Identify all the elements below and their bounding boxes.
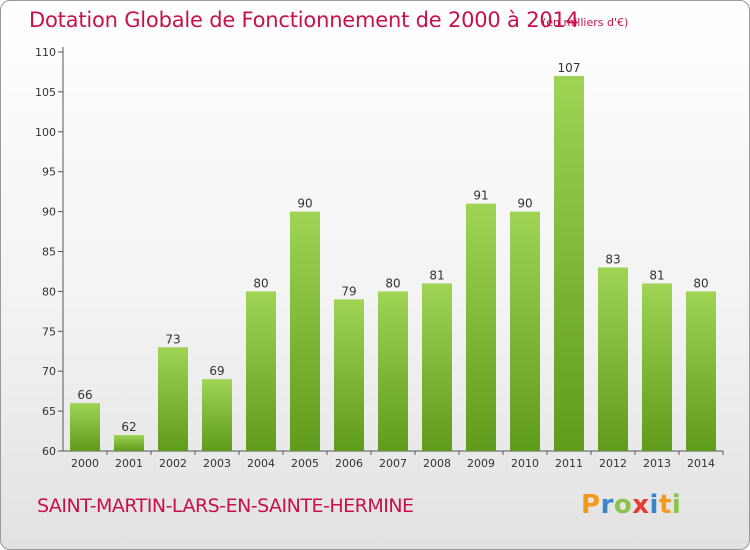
- bar-value-label: 73: [165, 332, 180, 346]
- x-tick-label: 2010: [511, 457, 539, 470]
- y-tick-label: 70: [42, 365, 56, 378]
- bar: [334, 299, 364, 451]
- bar-value-label: 91: [473, 189, 488, 203]
- logo-letter: P: [581, 490, 601, 520]
- bar-value-label: 81: [429, 268, 444, 282]
- bar: [422, 283, 452, 451]
- bar-value-label: 69: [209, 364, 224, 378]
- bar-value-label: 62: [121, 420, 136, 434]
- y-tick-label: 90: [42, 206, 56, 219]
- bar: [158, 347, 188, 451]
- bar: [686, 291, 716, 451]
- bar: [246, 291, 276, 451]
- bar-value-label: 80: [693, 276, 708, 290]
- x-tick-label: 2009: [467, 457, 495, 470]
- bar-value-label: 90: [297, 197, 312, 211]
- x-tick-label: 2007: [379, 457, 407, 470]
- bar: [114, 435, 144, 451]
- y-tick-label: 65: [42, 405, 56, 418]
- x-axis: 2000 2001 2002 2003 2004 2005 2006 2007 2008 2009…: [63, 450, 724, 470]
- logo-letter: x: [632, 490, 650, 520]
- chart-title: Dotation Globale de Fonctionnement de 20…: [29, 8, 579, 32]
- bar: [554, 75, 584, 451]
- x-tick-label: 2003: [203, 457, 231, 470]
- bar: [598, 267, 628, 451]
- x-tick-label: 2006: [335, 457, 363, 470]
- x-tick-label: 2000: [71, 457, 99, 470]
- x-tick-label: 2011: [555, 457, 583, 470]
- bar-value-label: 90: [517, 197, 532, 211]
- bar-value-label: 80: [385, 276, 400, 290]
- bar: [70, 403, 100, 451]
- bar: [466, 203, 496, 451]
- logo-letter: t: [658, 490, 672, 520]
- x-tick-label: 2001: [115, 457, 143, 470]
- x-tick-label: 2013: [643, 457, 671, 470]
- y-tick-label: 85: [42, 246, 56, 259]
- x-tick-label: 2005: [291, 457, 319, 470]
- x-tick-label: 2004: [247, 457, 275, 470]
- logo-letter: i: [671, 490, 682, 520]
- bar-value-label: 80: [253, 276, 268, 290]
- bar: [290, 211, 320, 451]
- bar-value-label: 79: [341, 284, 356, 298]
- bar-value-label: 81: [649, 268, 664, 282]
- y-axis: 60 65 70 75 80 85 90 95 100 105 110: [35, 46, 64, 458]
- logo-letter: i: [649, 490, 659, 520]
- proxiti-logo: Proxiti: [581, 490, 681, 520]
- bar: [202, 379, 232, 451]
- logo-letter: r: [600, 490, 614, 520]
- y-tick-label: 100: [35, 126, 56, 139]
- bar: [378, 291, 408, 451]
- y-tick-label: 75: [42, 325, 56, 338]
- y-tick-label: 105: [35, 86, 56, 99]
- y-tick-label: 110: [35, 46, 56, 59]
- y-tick-label: 80: [42, 285, 56, 298]
- chart-subtitle: (en milliers d'€): [542, 16, 629, 29]
- bar-value-label: 66: [77, 388, 92, 402]
- bar-labels: 66 62 73 69 80 90 79 80 81 91 90 107 83 81 80: [77, 61, 708, 434]
- bar: [642, 283, 672, 451]
- bars: [70, 75, 716, 451]
- x-tick-label: 2002: [159, 457, 187, 470]
- bar: [510, 211, 540, 451]
- y-tick-label: 60: [42, 445, 56, 458]
- logo-letter: o: [613, 490, 633, 520]
- x-tick-label: 2012: [599, 457, 627, 470]
- commune-name: SAINT-MARTIN-LARS-EN-SAINTE-HERMINE: [37, 495, 414, 517]
- bar-value-label: 107: [558, 61, 581, 75]
- x-tick-label: 2014: [687, 457, 715, 470]
- y-tick-label: 95: [42, 166, 56, 179]
- bar-value-label: 83: [605, 252, 620, 266]
- x-tick-label: 2008: [423, 457, 451, 470]
